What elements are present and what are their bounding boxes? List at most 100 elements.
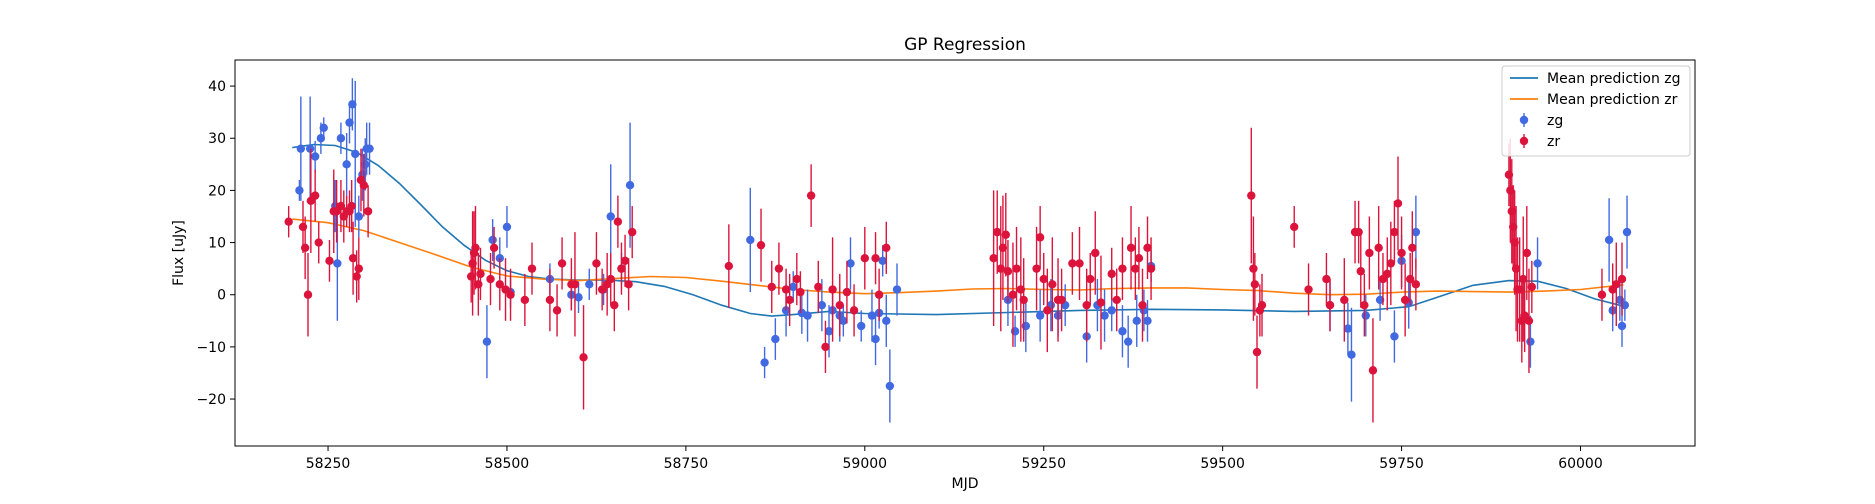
- zr-point: [1032, 264, 1041, 273]
- zr-point: [1075, 259, 1084, 268]
- zg-point: [1107, 306, 1116, 315]
- zr-point: [1325, 300, 1335, 310]
- zg-point: [1123, 337, 1133, 346]
- zr-point: [1393, 199, 1403, 208]
- y-tick-label: 30: [208, 131, 226, 147]
- zr-point: [871, 254, 880, 263]
- y-tick-label: 20: [208, 183, 226, 199]
- zg-point: [746, 235, 755, 245]
- zr-point: [1247, 191, 1256, 200]
- zg-point: [1617, 321, 1627, 331]
- zr-point: [828, 285, 837, 294]
- y-tick-label: 10: [208, 236, 226, 252]
- zr-point: [1146, 264, 1156, 273]
- zr-point: [1086, 274, 1095, 284]
- zr-point: [1008, 290, 1018, 299]
- zg-point: [871, 334, 880, 344]
- zr-point: [527, 264, 537, 273]
- x-tick-label: 58250: [306, 456, 351, 472]
- zr-point: [814, 282, 823, 292]
- zr-point: [1035, 233, 1045, 242]
- zr-point: [1340, 295, 1349, 305]
- zg-point: [361, 160, 370, 169]
- zr-point: [613, 217, 623, 226]
- zr-point: [628, 227, 637, 237]
- zr-point: [1383, 269, 1392, 279]
- zr-point: [1522, 248, 1532, 258]
- zr-point: [1091, 248, 1100, 258]
- zg-point: [348, 100, 357, 109]
- zr-point: [1138, 300, 1147, 310]
- zr-point: [774, 264, 784, 273]
- zr-point: [486, 274, 495, 284]
- zg-point: [296, 144, 306, 153]
- zr-point: [557, 259, 567, 268]
- zr-point: [606, 274, 615, 284]
- zg-point: [351, 149, 360, 159]
- zr-point: [996, 264, 1005, 273]
- zg-point: [1347, 350, 1356, 359]
- zg-point: [1100, 311, 1109, 320]
- zr-point: [849, 306, 859, 315]
- zr-point: [352, 272, 361, 281]
- zr-point: [471, 243, 480, 252]
- zr-point: [303, 290, 313, 299]
- zr-point: [1118, 264, 1127, 273]
- zr-point: [874, 290, 884, 299]
- zg-point: [574, 293, 583, 302]
- zr-point: [1003, 267, 1013, 276]
- zr-point: [835, 300, 844, 310]
- x-tick-label: 58500: [485, 456, 530, 472]
- zg-point: [1118, 327, 1127, 336]
- zg-point: [1533, 259, 1542, 268]
- zg-point: [365, 144, 374, 153]
- zr-point: [1131, 264, 1140, 273]
- zg-point: [502, 222, 512, 232]
- zr-point: [1408, 243, 1417, 252]
- zg-point: [319, 123, 328, 133]
- legend-box: [1501, 65, 1691, 157]
- zr-point: [1304, 285, 1313, 294]
- zr-point: [796, 287, 805, 297]
- zr-point: [1016, 285, 1026, 294]
- zr-point: [1048, 280, 1057, 289]
- x-tick-label: 59500: [1200, 456, 1245, 472]
- zg-point: [1035, 311, 1045, 320]
- zr-point: [1290, 222, 1299, 232]
- zr-point: [1397, 248, 1406, 258]
- zg-point: [1411, 227, 1421, 237]
- zg-point: [885, 381, 895, 391]
- zr-point: [1390, 227, 1399, 237]
- zr-point: [1527, 282, 1537, 292]
- zg-point: [1526, 337, 1535, 346]
- zg-point: [482, 337, 492, 346]
- zr-point: [359, 180, 369, 190]
- zg-point: [839, 316, 848, 326]
- zr-point: [998, 243, 1008, 252]
- zg-point: [857, 321, 866, 331]
- zr-point: [1612, 280, 1621, 289]
- zr-point: [624, 280, 633, 289]
- zg-point: [354, 212, 364, 221]
- zg-point: [1390, 332, 1399, 341]
- zr-point: [347, 201, 356, 211]
- zg-point: [585, 280, 594, 289]
- zr-point: [354, 264, 364, 273]
- zg-point: [803, 311, 812, 320]
- zr-point: [325, 256, 334, 266]
- y-tick-label: −20: [196, 392, 226, 408]
- zr-point: [792, 274, 802, 284]
- zr-point: [1360, 300, 1369, 310]
- zr-point: [1386, 259, 1396, 268]
- x-axis-label: MJD: [952, 476, 979, 492]
- zr-point: [781, 285, 791, 294]
- zr-point: [1368, 366, 1378, 375]
- zg-point: [342, 160, 351, 169]
- zg-point: [892, 285, 902, 294]
- zg-point: [867, 311, 877, 320]
- zr-point: [1249, 264, 1258, 273]
- zr-point: [1597, 290, 1607, 299]
- zr-point: [495, 280, 505, 289]
- legend-label: Mean prediction zr: [1547, 92, 1678, 108]
- zr-point: [597, 285, 607, 294]
